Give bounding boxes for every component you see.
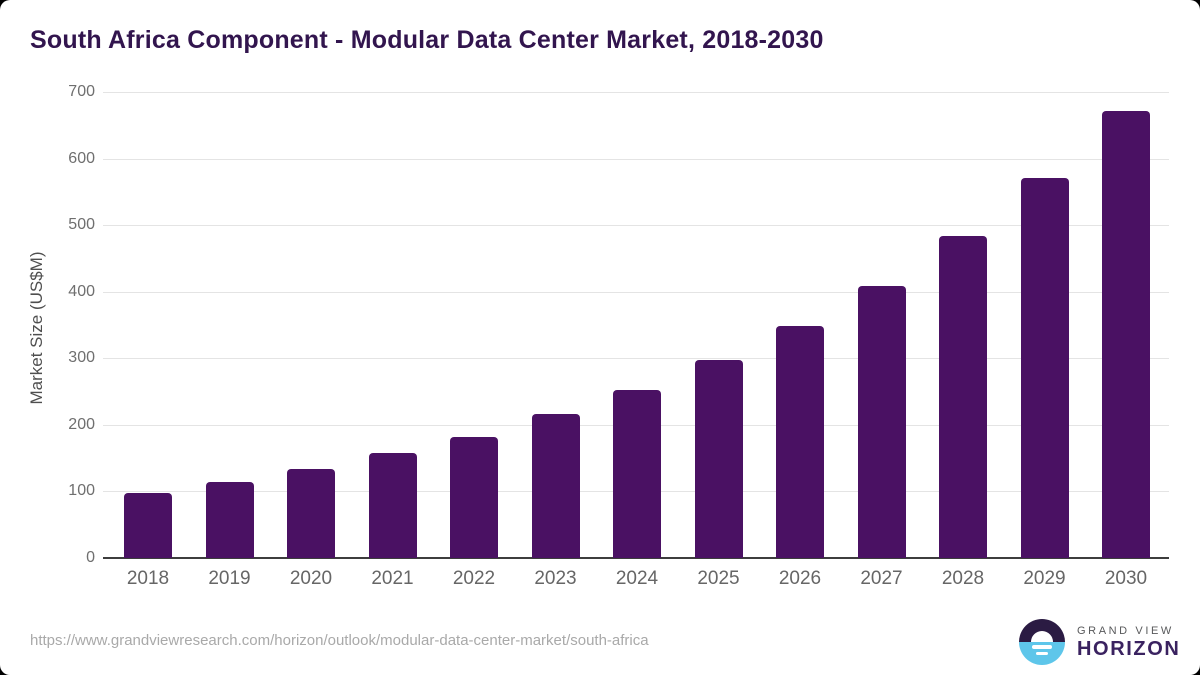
bar-2021[interactable]	[368, 453, 417, 558]
bar-2030[interactable]	[1102, 110, 1150, 558]
x-tick-label-2030: 2030	[1104, 568, 1148, 589]
bar-2022[interactable]	[450, 436, 498, 558]
y-tick-label-200: 200	[68, 415, 95, 433]
x-tick-label-2025: 2025	[697, 568, 740, 589]
gridline-400	[103, 291, 1169, 293]
y-tick-label-700: 700	[68, 83, 95, 100]
bar-2028[interactable]	[939, 236, 987, 558]
logo-text-horizon: HORIZON	[1077, 637, 1181, 660]
x-tick-label-2020: 2020	[289, 568, 333, 589]
y-tick-label-300: 300	[68, 349, 95, 367]
x-tick-label-2022: 2022	[452, 568, 496, 589]
bar-2027[interactable]	[857, 285, 906, 558]
gridline-500	[103, 225, 1169, 227]
x-axis-line	[103, 557, 1169, 559]
gridline-700	[103, 92, 1169, 93]
bar-2018[interactable]	[124, 493, 172, 558]
logo-sun-arch	[1031, 631, 1053, 642]
gridline-300	[103, 358, 1169, 360]
y-axis-title: Market Size (US$M)	[27, 251, 46, 405]
x-tick-label-2019: 2019	[208, 568, 251, 589]
x-tick-label-2018: 2018	[126, 568, 170, 589]
x-tick-label-2028: 2028	[941, 568, 985, 589]
logo-wordmark: GRAND VIEW HORIZON	[1077, 625, 1180, 660]
y-tick-label-0: 0	[86, 549, 95, 566]
x-tick-label-2027: 2027	[860, 568, 903, 589]
x-tick-label-2024: 2024	[615, 568, 659, 589]
grand-view-horizon-logo: GRAND VIEW HORIZON	[1019, 619, 1180, 665]
y-tick-label-400: 400	[68, 282, 95, 300]
x-tick-label-2023: 2023	[534, 568, 577, 589]
x-tick-label-2021: 2021	[371, 568, 414, 589]
horizon-sun-icon	[1019, 619, 1065, 665]
logo-text-grand-view: GRAND VIEW	[1077, 624, 1174, 637]
bar-2023[interactable]	[531, 414, 580, 558]
bar-2024[interactable]	[613, 389, 661, 558]
y-tick-label-600: 600	[68, 149, 95, 167]
y-tick-label-100: 100	[68, 482, 95, 500]
source-url: https://www.grandviewresearch.com/horizo…	[30, 632, 649, 649]
bar-2025[interactable]	[694, 360, 743, 558]
logo-reflection-line-1	[1032, 645, 1052, 649]
bar-2019[interactable]	[205, 482, 254, 558]
logo-reflection-line-2	[1036, 652, 1048, 655]
page-title: South Africa Component - Modular Data Ce…	[30, 26, 824, 54]
bar-2020[interactable]	[287, 468, 335, 558]
x-tick-label-2029: 2029	[1023, 568, 1066, 589]
bar-2029[interactable]	[1020, 177, 1069, 558]
logo-sky-half	[1019, 619, 1065, 642]
gridline-600	[103, 158, 1169, 160]
x-tick-label-2026: 2026	[778, 568, 822, 589]
y-tick-label-500: 500	[68, 216, 95, 234]
bar-2026[interactable]	[776, 326, 824, 558]
